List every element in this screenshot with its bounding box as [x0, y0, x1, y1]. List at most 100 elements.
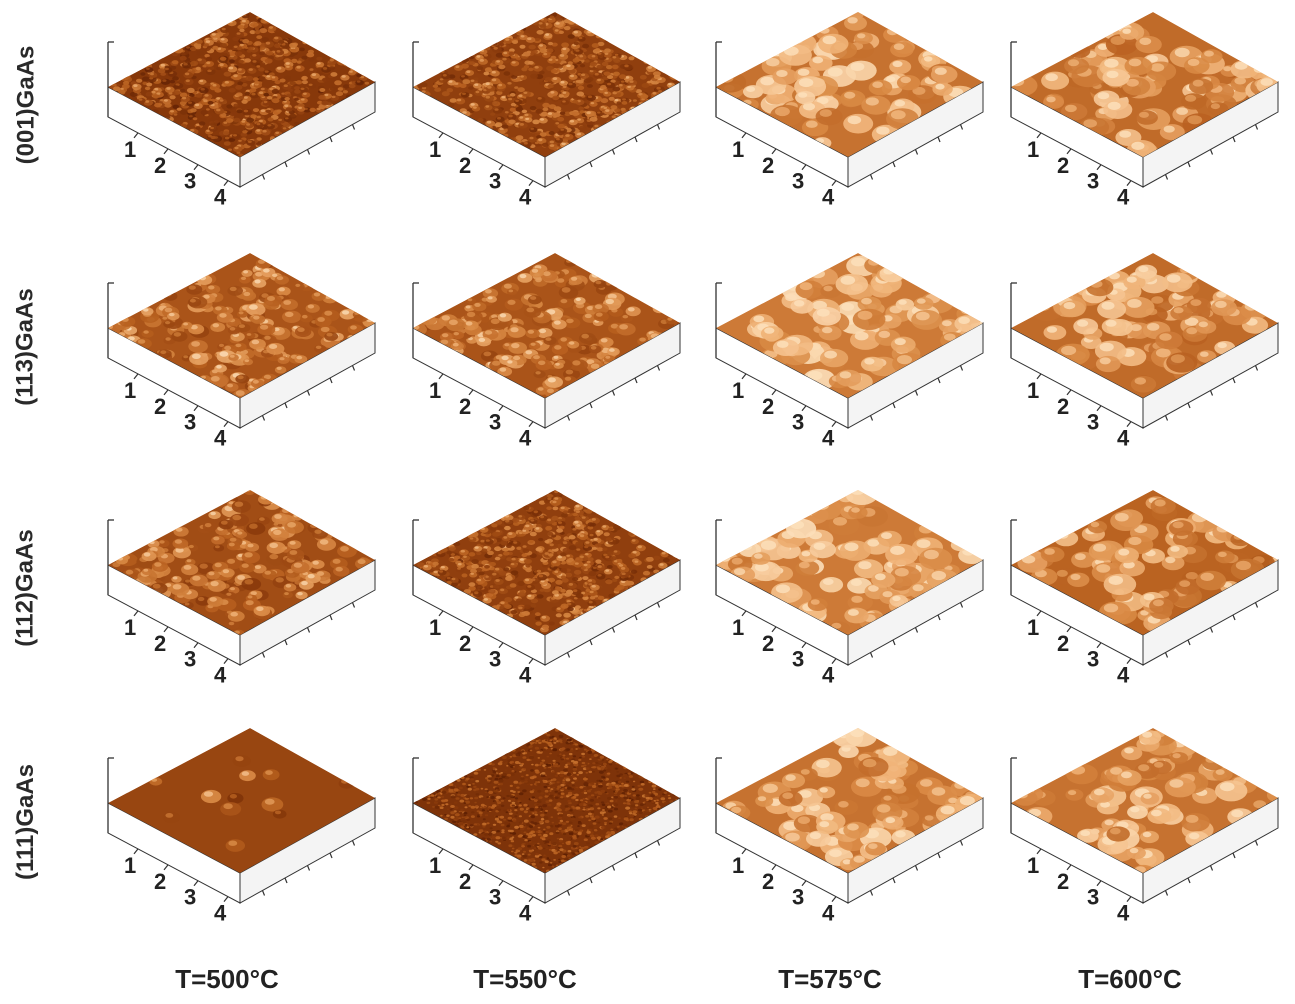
axis-tick-label: 1: [732, 853, 744, 878]
afm-topography: [1011, 728, 1278, 873]
axis-tick-label: 1: [429, 137, 441, 162]
afm-topography: [413, 253, 680, 398]
axis-tick-label: 3: [489, 885, 501, 910]
afm-topography: [716, 12, 983, 157]
axis-tick-label: 2: [459, 153, 471, 178]
axis-tick-label: 2: [154, 869, 166, 894]
axis-tick-label: 2: [1057, 631, 1069, 656]
axis-tick-label: 3: [792, 647, 804, 672]
axis-tick-label: 3: [792, 885, 804, 910]
axis-tick-label: 4: [822, 426, 835, 451]
axis-tick-label: 2: [762, 394, 774, 419]
axis-tick-label: 3: [792, 410, 804, 435]
row-label-111: (111)GaAs: [12, 763, 40, 881]
axis-tick-label: 4: [214, 901, 227, 926]
axis-tick-label: 1: [124, 137, 136, 162]
axis-tick-label: 4: [519, 663, 532, 688]
axis-tick-label: 2: [154, 631, 166, 656]
axis-tick-label: 1: [732, 615, 744, 640]
afm-topography: [108, 253, 375, 398]
axis-tick-label: 3: [489, 169, 501, 194]
axis-tick-label: 1: [429, 615, 441, 640]
axis-tick-label: 3: [1087, 169, 1099, 194]
axis-tick-label: 1: [124, 615, 136, 640]
afm-topography: [1011, 253, 1278, 398]
axis-tick-label: 2: [762, 153, 774, 178]
axis-tick-label: 2: [1057, 153, 1069, 178]
axis-tick-label: 3: [1087, 410, 1099, 435]
axis-tick-label: 3: [489, 647, 501, 672]
afm-topography: [413, 490, 680, 635]
axis-tick-label: 1: [732, 378, 744, 403]
axis-tick-label: 1: [1027, 137, 1039, 162]
axis-tick-label: 4: [822, 185, 835, 210]
axis-tick-label: 1: [429, 378, 441, 403]
row-label-112: (112)GaAs: [12, 529, 39, 647]
axis-tick-label: 3: [184, 885, 196, 910]
axis-tick-label: 2: [459, 869, 471, 894]
axis-tick-label: 4: [519, 426, 532, 451]
axis-tick-label: 3: [1087, 885, 1099, 910]
axis-tick-label: 3: [489, 410, 501, 435]
axis-tick-label: 3: [184, 647, 196, 672]
column-label-600: T=600°C: [1078, 964, 1182, 994]
axis-tick-label: 4: [1117, 901, 1130, 926]
axis-tick-label: 1: [429, 853, 441, 878]
column-label-575: T=575°C: [778, 964, 882, 994]
axis-tick-label: 4: [519, 185, 532, 210]
axis-tick-label: 3: [184, 410, 196, 435]
afm-topography: [413, 728, 680, 873]
axis-tick-label: 4: [822, 663, 835, 688]
axis-tick-label: 2: [762, 869, 774, 894]
axis-tick-label: 4: [1117, 426, 1130, 451]
row-label-001: (001)GaAs: [12, 45, 40, 165]
axis-tick-label: 4: [822, 901, 835, 926]
axis-tick-label: 4: [1117, 663, 1130, 688]
axis-tick-label: 1: [124, 378, 136, 403]
axis-tick-label: 1: [1027, 378, 1039, 403]
axis-tick-label: 1: [1027, 853, 1039, 878]
column-label-500: T=500°C: [175, 964, 279, 994]
axis-tick-label: 2: [1057, 869, 1069, 894]
axis-tick-label: 3: [1087, 647, 1099, 672]
afm-topography: [413, 12, 680, 157]
row-label-113: (113)GaAs: [12, 288, 39, 406]
axis-tick-label: 3: [792, 169, 804, 194]
axis-tick-label: 4: [519, 901, 532, 926]
axis-tick-label: 2: [1057, 394, 1069, 419]
axis-tick-label: 2: [459, 394, 471, 419]
axis-tick-label: 4: [1117, 185, 1130, 210]
afm-topography: [108, 728, 375, 873]
column-label-550: T=550°C: [473, 964, 577, 994]
axis-tick-label: 1: [1027, 615, 1039, 640]
